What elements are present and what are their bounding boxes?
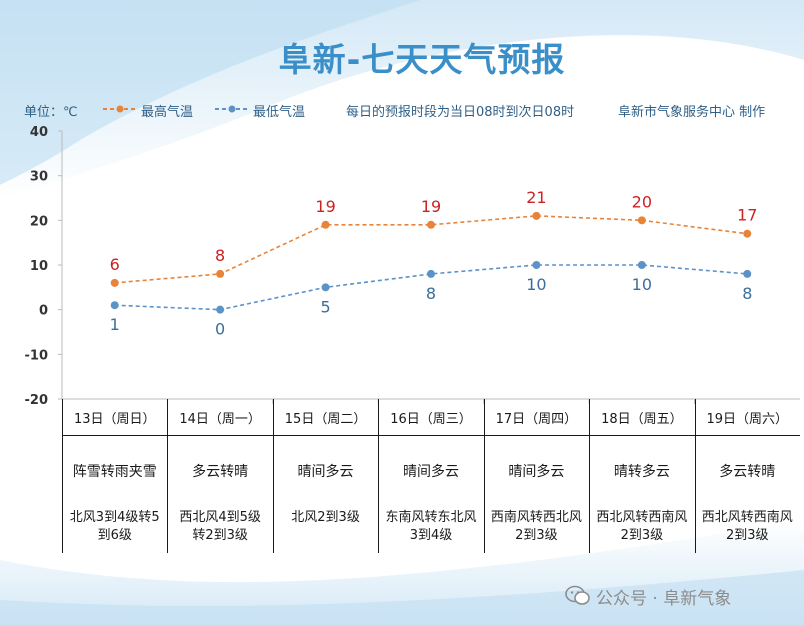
point-low [216, 305, 225, 314]
day-column: 17日（周四） 晴间多云西南风转西北风2到3级 [484, 399, 589, 553]
point-high [321, 220, 330, 229]
page-title: 阜新-七天天气预报 [278, 40, 566, 79]
y-tick-label: 30 [30, 170, 48, 185]
y-tick-label: 40 [30, 125, 48, 140]
day-wind: 西南风转西北风2到3级 [490, 510, 582, 543]
table-column-divider [589, 399, 591, 553]
day-weather: 晴间多云 [508, 464, 565, 480]
table-column-divider [62, 399, 63, 553]
table-divider [62, 435, 800, 436]
period-note: 每日的预报时段为当日08时到次日08时 [346, 105, 575, 120]
day-weather: 晴间多云 [402, 464, 459, 480]
y-tick-label: 20 [30, 214, 48, 229]
day-date: 16日（周三） [390, 412, 472, 427]
legend-high-label: 最高气温 [141, 105, 194, 120]
legend-high-swatch [103, 102, 137, 120]
day-date: 13日（周日） [73, 412, 156, 427]
y-tick-label: -20 [25, 393, 49, 408]
producer-note: 阜新市气象服务中心 制作 [618, 105, 766, 120]
legend: 单位：℃ 最高气温 最低气温 每日的预报时段为当日08时到次日08时 阜新市气象… [0, 101, 804, 123]
point-low [321, 283, 330, 292]
table-column-divider [694, 399, 696, 553]
day-date: 19日（周六） [706, 412, 789, 427]
day-date: 18日（周五） [601, 412, 683, 427]
table-column-divider [272, 399, 274, 553]
data-label-high: 21 [526, 188, 546, 207]
table-column-divider [378, 399, 380, 553]
point-high [216, 269, 225, 278]
data-label-low: 8 [742, 284, 752, 303]
day-column: 19日（周六） 多云转晴西北风转西南风2到3级 [695, 399, 800, 553]
data-label-high: 19 [421, 197, 441, 216]
day-column: 18日（周五） 晴转多云西北风转西南风2到3级 [589, 399, 694, 553]
y-tick-label: 10 [30, 259, 48, 274]
table-column-divider [483, 399, 485, 553]
data-label-high: 19 [315, 197, 335, 216]
day-weather: 晴转多云 [613, 464, 670, 480]
data-label-high: 8 [215, 246, 225, 265]
day-weather: 晴间多云 [297, 464, 354, 480]
point-low [110, 301, 119, 310]
data-label-low: 10 [526, 275, 546, 294]
point-high [637, 216, 646, 225]
data-label-low: 5 [320, 297, 330, 316]
table-column-divider [167, 399, 169, 553]
y-tick-label: -10 [25, 348, 49, 363]
day-date: 15日（周二） [284, 412, 367, 427]
day-column: 14日（周一） 多云转晴西北风4到5级转2到3级 [167, 399, 272, 553]
point-low [532, 261, 541, 269]
point-low [637, 261, 646, 269]
day-wind: 西北风转西南风2到3级 [596, 510, 688, 543]
wechat-icon [565, 584, 591, 610]
data-label-high: 17 [737, 206, 757, 225]
day-weather: 多云转晴 [192, 464, 249, 480]
day-date: 17日（周四） [495, 412, 578, 427]
unit-label: 单位：℃ [24, 105, 78, 120]
forecast-table: 13日（周日） 阵雪转雨夹雪北风3到4级转5到6级 14日（周一） 多云转晴西北风4到… [62, 399, 800, 553]
data-label-low: 1 [110, 315, 120, 334]
day-date: 14日（周一） [179, 412, 261, 427]
point-low [743, 269, 752, 278]
point-high [427, 220, 435, 229]
day-column: 15日（周二） 晴间多云北风2到3级 [273, 399, 378, 553]
data-label-low: 8 [426, 284, 436, 303]
y-tick-label: 0 [39, 304, 48, 319]
watermark: 公众号 · 阜新气象 [596, 589, 732, 609]
day-weather: 阵雪转雨夹雪 [72, 464, 157, 480]
legend-low-label: 最低气温 [253, 105, 306, 120]
data-label-low: 0 [215, 320, 225, 339]
point-low [427, 269, 435, 278]
data-label-low: 10 [632, 275, 652, 294]
day-column: 16日（周三） 晴间多云东南风转东北风3到4级 [378, 399, 483, 553]
point-high [110, 278, 119, 287]
data-label-high: 6 [110, 255, 120, 274]
day-column: 13日（周日） 阵雪转雨夹雪北风3到4级转5到6级 [62, 399, 167, 553]
day-wind: 北风2到3级 [291, 510, 360, 525]
data-label-high: 20 [632, 192, 652, 211]
day-wind: 西北风转西南风2到3级 [701, 510, 793, 543]
day-wind: 东南风转东北风3到4级 [385, 510, 477, 543]
point-high [743, 229, 752, 238]
day-wind: 西北风4到5级转2到3级 [179, 510, 261, 543]
point-high [532, 211, 541, 220]
day-wind: 北风3到4级转5到6级 [69, 510, 160, 543]
legend-low-swatch [215, 102, 249, 120]
day-weather: 多云转晴 [719, 464, 776, 480]
